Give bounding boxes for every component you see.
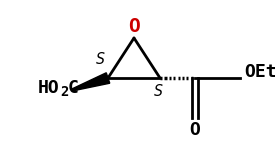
Polygon shape bbox=[72, 73, 110, 91]
Text: S: S bbox=[95, 53, 104, 67]
Text: O: O bbox=[128, 16, 140, 35]
Text: C: C bbox=[68, 79, 79, 97]
Text: S: S bbox=[153, 84, 163, 100]
Text: 2: 2 bbox=[60, 85, 68, 99]
Text: OEt: OEt bbox=[244, 63, 275, 81]
Text: O: O bbox=[189, 121, 200, 139]
Text: HO: HO bbox=[38, 79, 60, 97]
